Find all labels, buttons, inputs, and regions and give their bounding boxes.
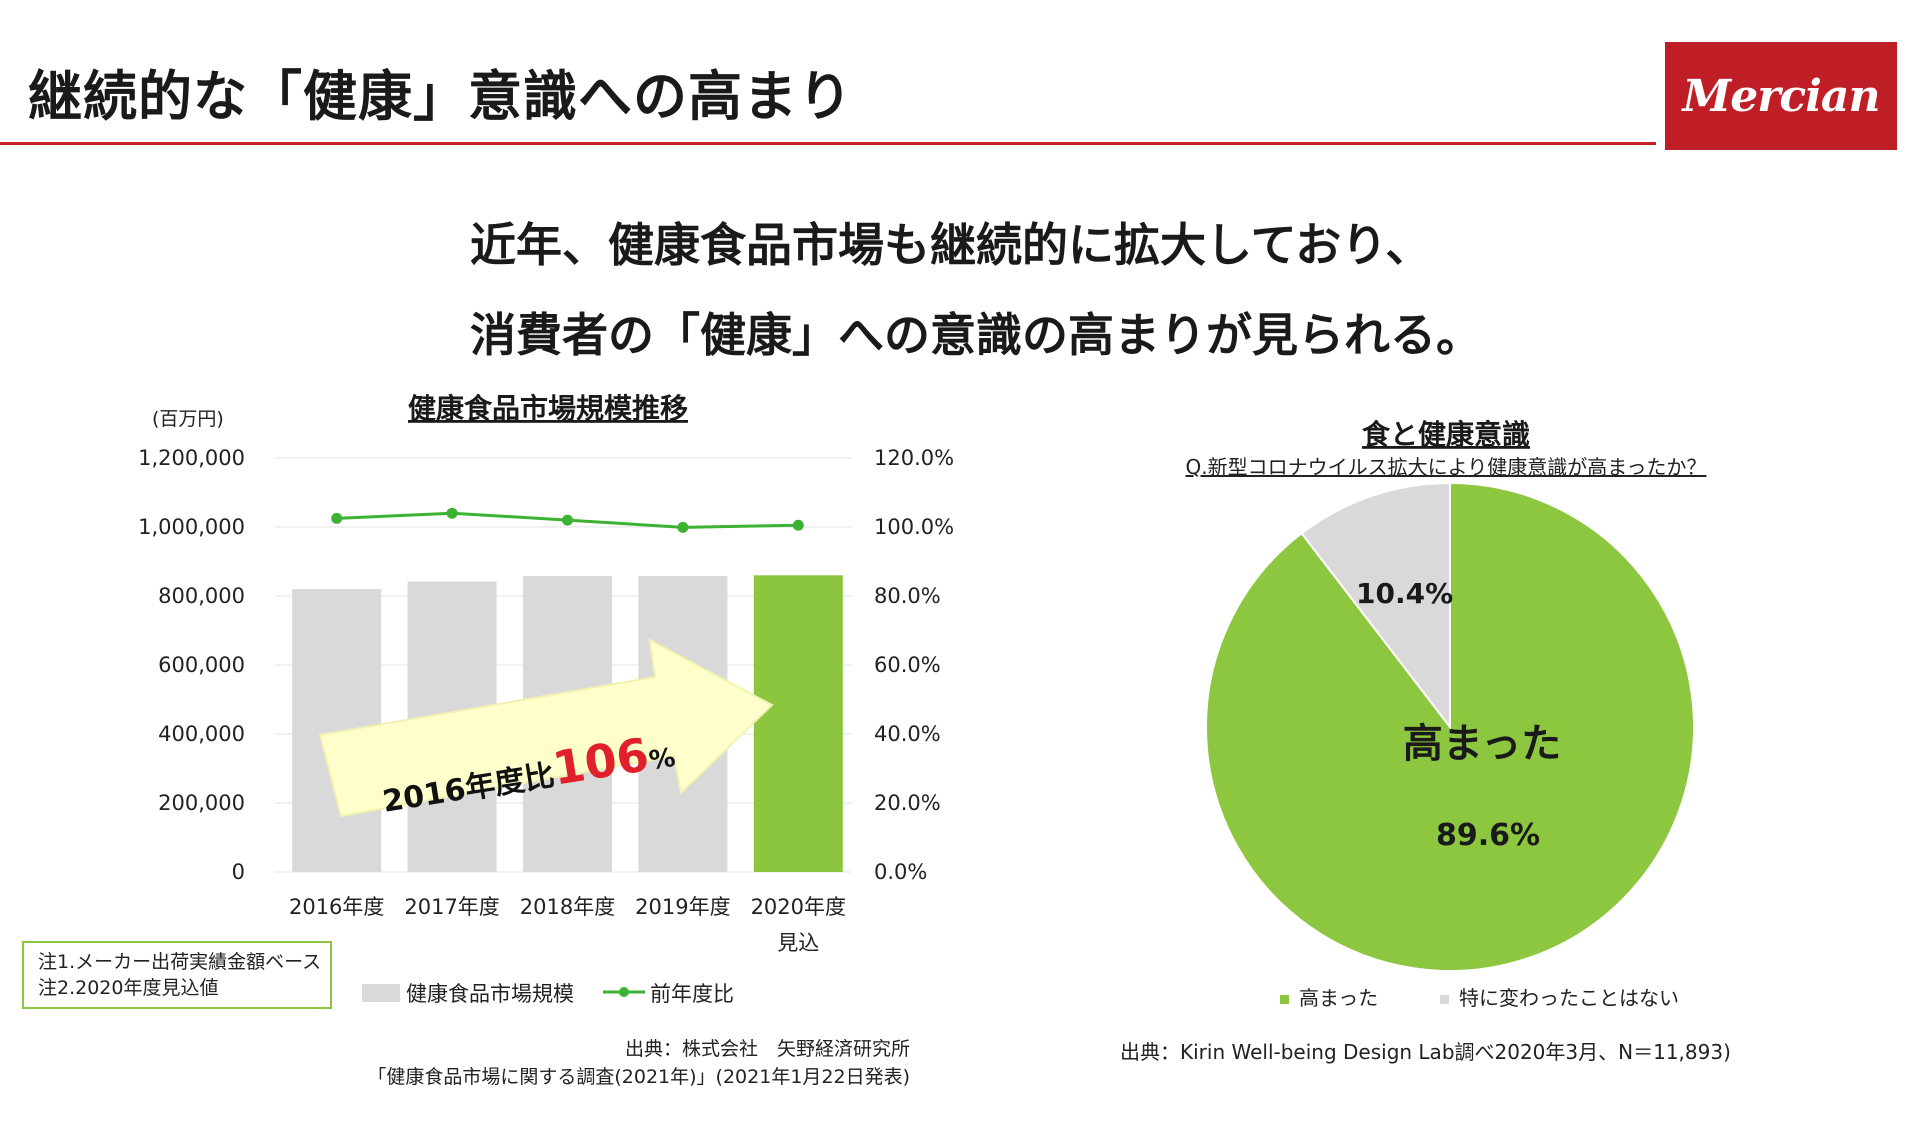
source-left-line-1: 出典：株式会社 矢野経済研究所 <box>624 1038 910 1060</box>
note-line-1: 注1.メーカー出荷実績金額ベース <box>38 951 322 973</box>
yoy-point <box>677 521 689 533</box>
growth-annotation-suffix: % <box>647 743 677 777</box>
y2-axis-tick-label: 40.0% <box>874 722 941 746</box>
y-axis-tick-label: 0 <box>232 860 245 884</box>
y-axis-tick-label: 400,000 <box>158 722 245 746</box>
y2-axis-tick-label: 60.0% <box>874 653 941 677</box>
headline: 近年、健康食品市場も継続的に拡大しており、 消費者の「健康」への意識の高まりが見… <box>470 200 1570 380</box>
pie-legend-item-increased: 高まった <box>1280 982 1378 1011</box>
headline-line-2: 消費者の「健康」への意識の高まりが見られる。 <box>470 308 1482 362</box>
source-left-line-2: 「健康食品市場に関する調査(2021年)」(2021年1月22日発表) <box>367 1066 910 1088</box>
headline-line-1: 近年、健康食品市場も継続的に拡大しており、 <box>470 218 1432 272</box>
y2-axis-tick-label: 20.0% <box>874 791 941 815</box>
bar-chart-unit: (百万円) <box>152 408 224 430</box>
y2-axis-tick-label: 0.0% <box>874 860 927 884</box>
legend-label-market-size: 健康食品市場規模 <box>406 982 574 1006</box>
legend-swatch-market-size <box>362 984 400 1002</box>
source-left: 出典：株式会社 矢野経済研究所 「健康食品市場に関する調査(2021年)」(20… <box>300 1035 910 1091</box>
x-axis-tick-label: 2020年度 <box>751 895 846 919</box>
bar-chart-legend: 健康食品市場規模 前年度比 <box>362 982 734 1006</box>
pie-legend-swatch-no-change <box>1440 995 1449 1004</box>
y-axis-tick-label: 800,000 <box>158 584 245 608</box>
note-line-2: 注2.2020年度見込値 <box>38 977 219 999</box>
page-title: 継続的な「健康」意識への高まり <box>28 65 853 128</box>
bar-2020年度 <box>753 575 843 872</box>
y2-axis-tick-label: 120.0% <box>874 446 954 470</box>
y2-axis-tick-label: 80.0% <box>874 584 941 608</box>
pie-legend-swatch-increased <box>1280 995 1289 1004</box>
y-axis-tick-label: 1,000,000 <box>138 515 245 539</box>
y-axis-tick-label: 1,200,000 <box>138 446 245 470</box>
pie-legend-label-increased: 高まった <box>1299 986 1379 1010</box>
x-axis-tick-label: 2018年度 <box>520 895 615 919</box>
yoy-point <box>331 512 343 524</box>
legend-label-yoy: 前年度比 <box>650 982 734 1006</box>
y-axis-tick-label: 600,000 <box>158 653 245 677</box>
yoy-point <box>792 519 804 531</box>
source-right: 出典：Kirin Well-being Design Lab調べ2020年3月、… <box>1120 1040 1731 1064</box>
x-axis-tick-label: 2019年度 <box>635 895 730 919</box>
title-divider <box>0 142 1656 145</box>
y2-axis-tick-label: 100.0% <box>874 515 954 539</box>
yoy-point <box>562 514 573 526</box>
pie-legend-label-no-change: 特に変わったことはない <box>1459 986 1679 1010</box>
yoy-point <box>446 507 458 519</box>
pie-legend-item-no-change: 特に変わったことはない <box>1440 982 1679 1011</box>
bar-chart-title: 健康食品市場規模推移 <box>408 392 688 425</box>
legend-swatch-yoy-marker <box>619 987 629 997</box>
x-axis-tick-label: 2016年度 <box>289 895 384 919</box>
notes-box: 注1.メーカー出荷実績金額ベース 注2.2020年度見込値 <box>22 941 332 1009</box>
x-axis-sublabel: 見込 <box>777 931 819 955</box>
x-axis-tick-label: 2017年度 <box>404 895 499 919</box>
y-axis-tick-label: 200,000 <box>158 791 245 815</box>
brand-logo: Mercian <box>1665 42 1897 150</box>
